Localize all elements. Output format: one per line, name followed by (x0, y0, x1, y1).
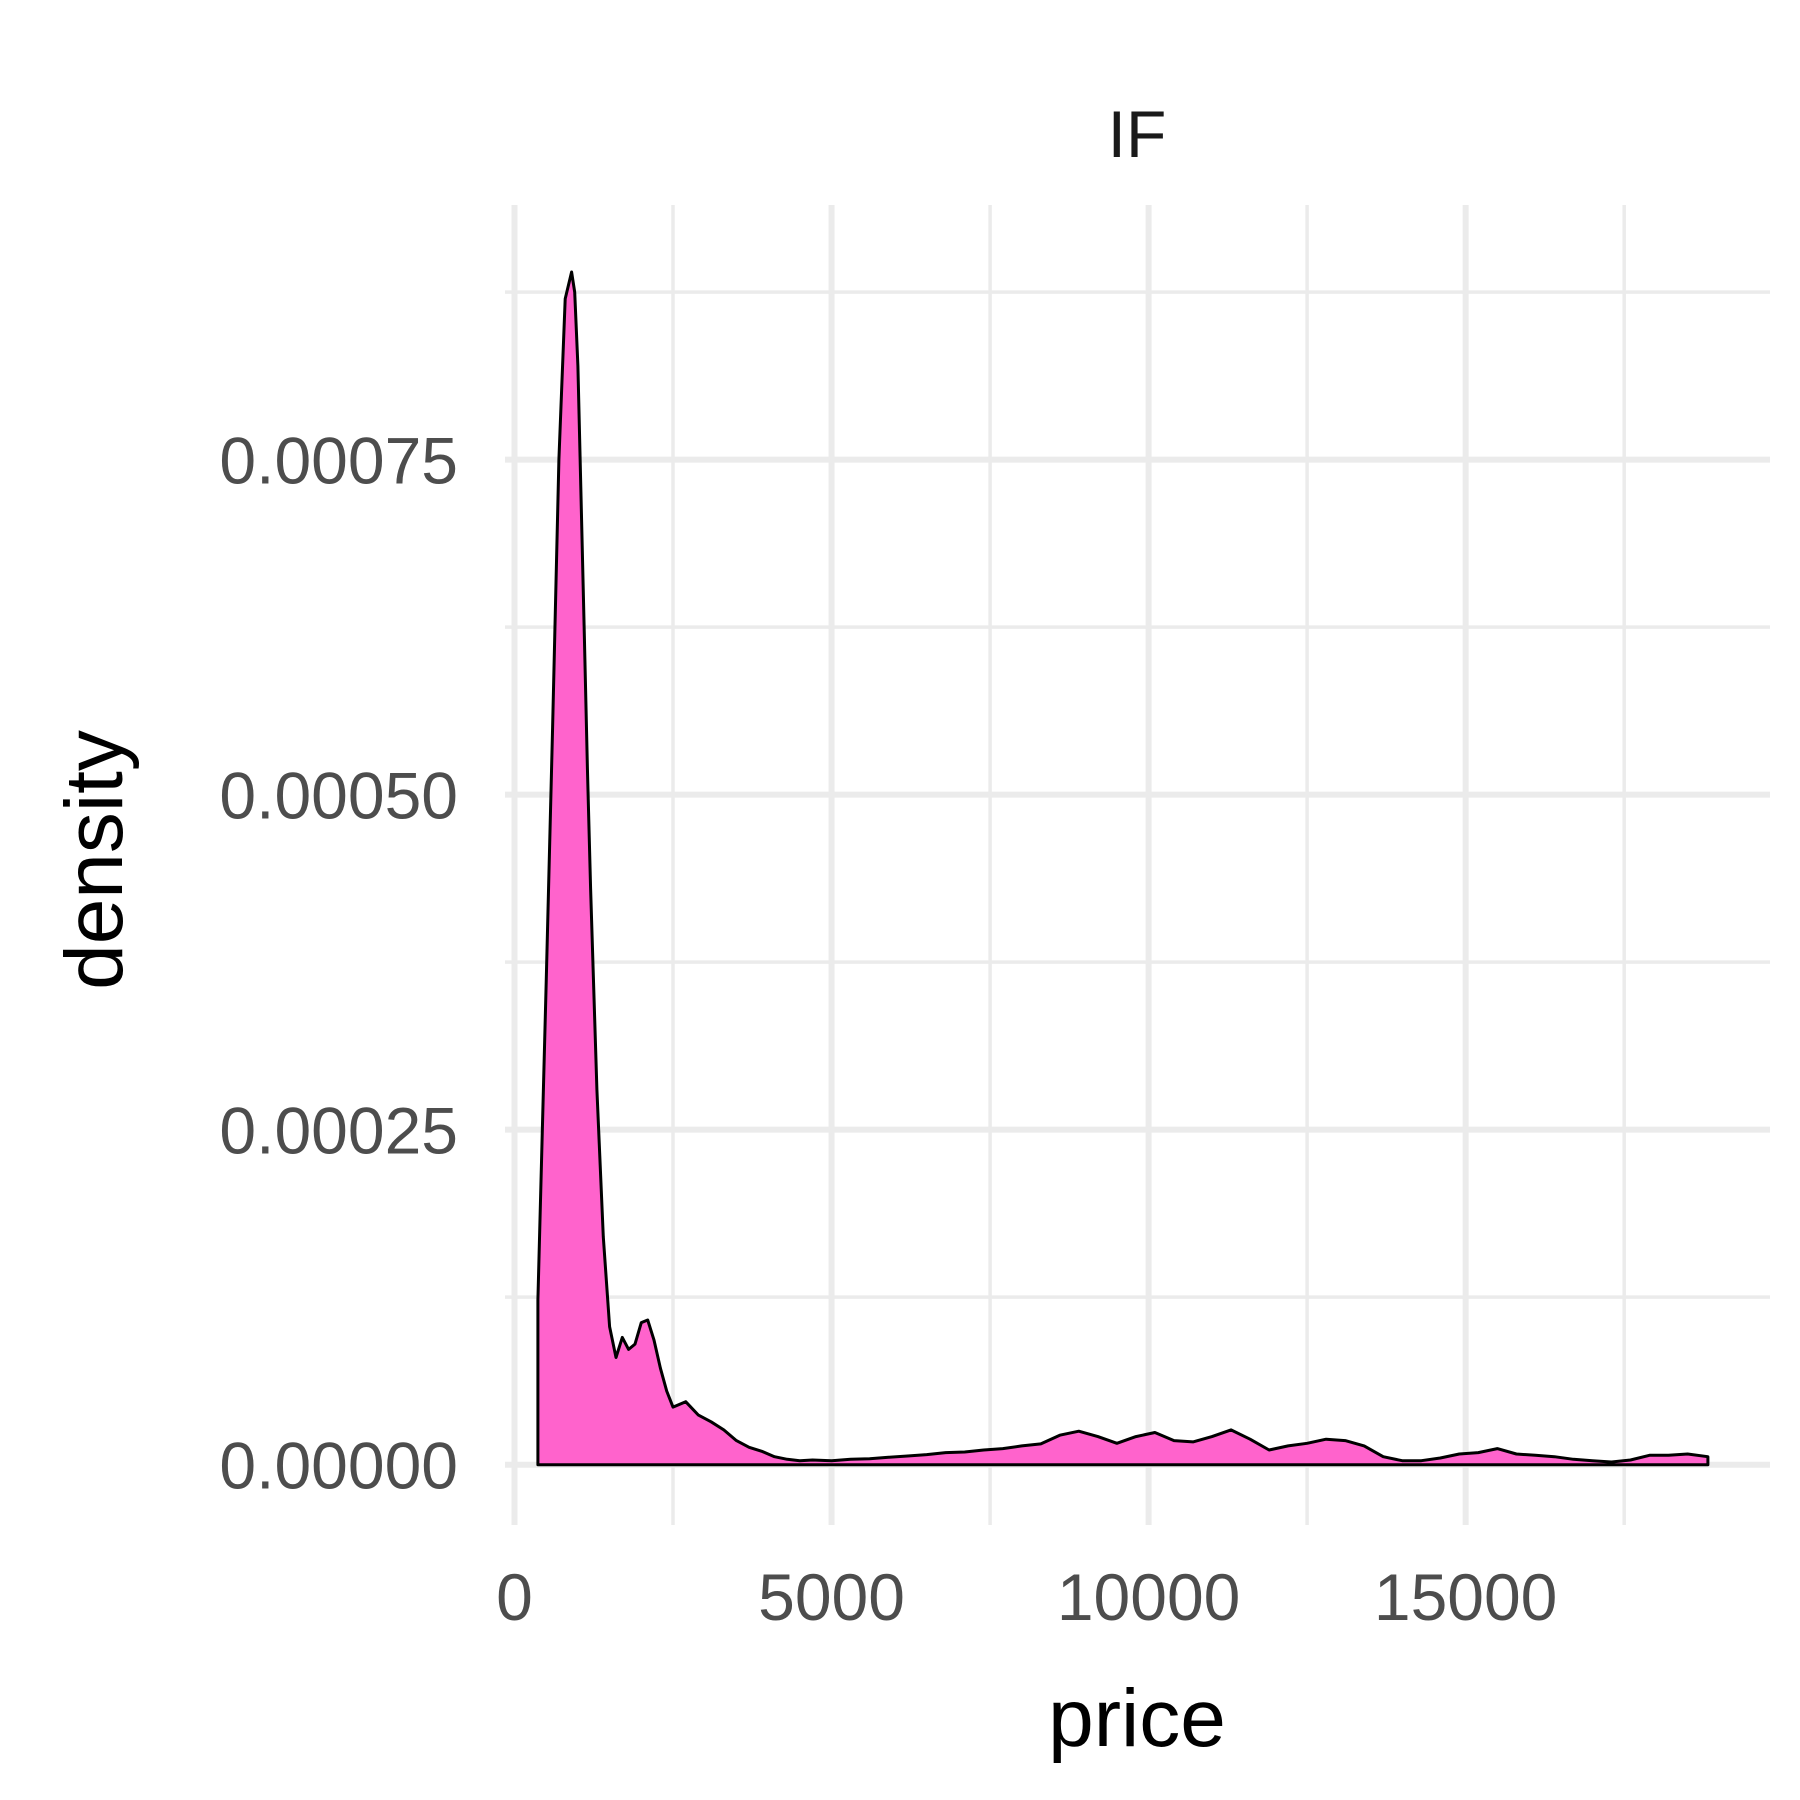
y-axis-title: density (49, 730, 140, 990)
density-area-layer (536, 270, 1710, 1467)
x-axis-title: price (1048, 1673, 1226, 1764)
facet-strip-label: IF (1108, 97, 1167, 171)
y-tick-label: 0.00025 (219, 1094, 458, 1168)
x-tick-label: 15000 (1374, 1560, 1558, 1634)
x-tick-labels: 0 5000 10000 15000 (496, 1560, 1557, 1634)
y-tick-label: 0.00000 (219, 1429, 458, 1503)
y-tick-label: 0.00075 (219, 424, 458, 498)
gridlines (505, 205, 1770, 1525)
x-tick-label: 5000 (758, 1560, 905, 1634)
x-tick-label: 0 (496, 1560, 533, 1634)
x-tick-label: 10000 (1057, 1560, 1241, 1634)
density-area (536, 270, 1710, 1467)
y-tick-label: 0.00050 (219, 759, 458, 833)
y-tick-labels: 0.00000 0.00025 0.00050 0.00075 (219, 424, 458, 1503)
